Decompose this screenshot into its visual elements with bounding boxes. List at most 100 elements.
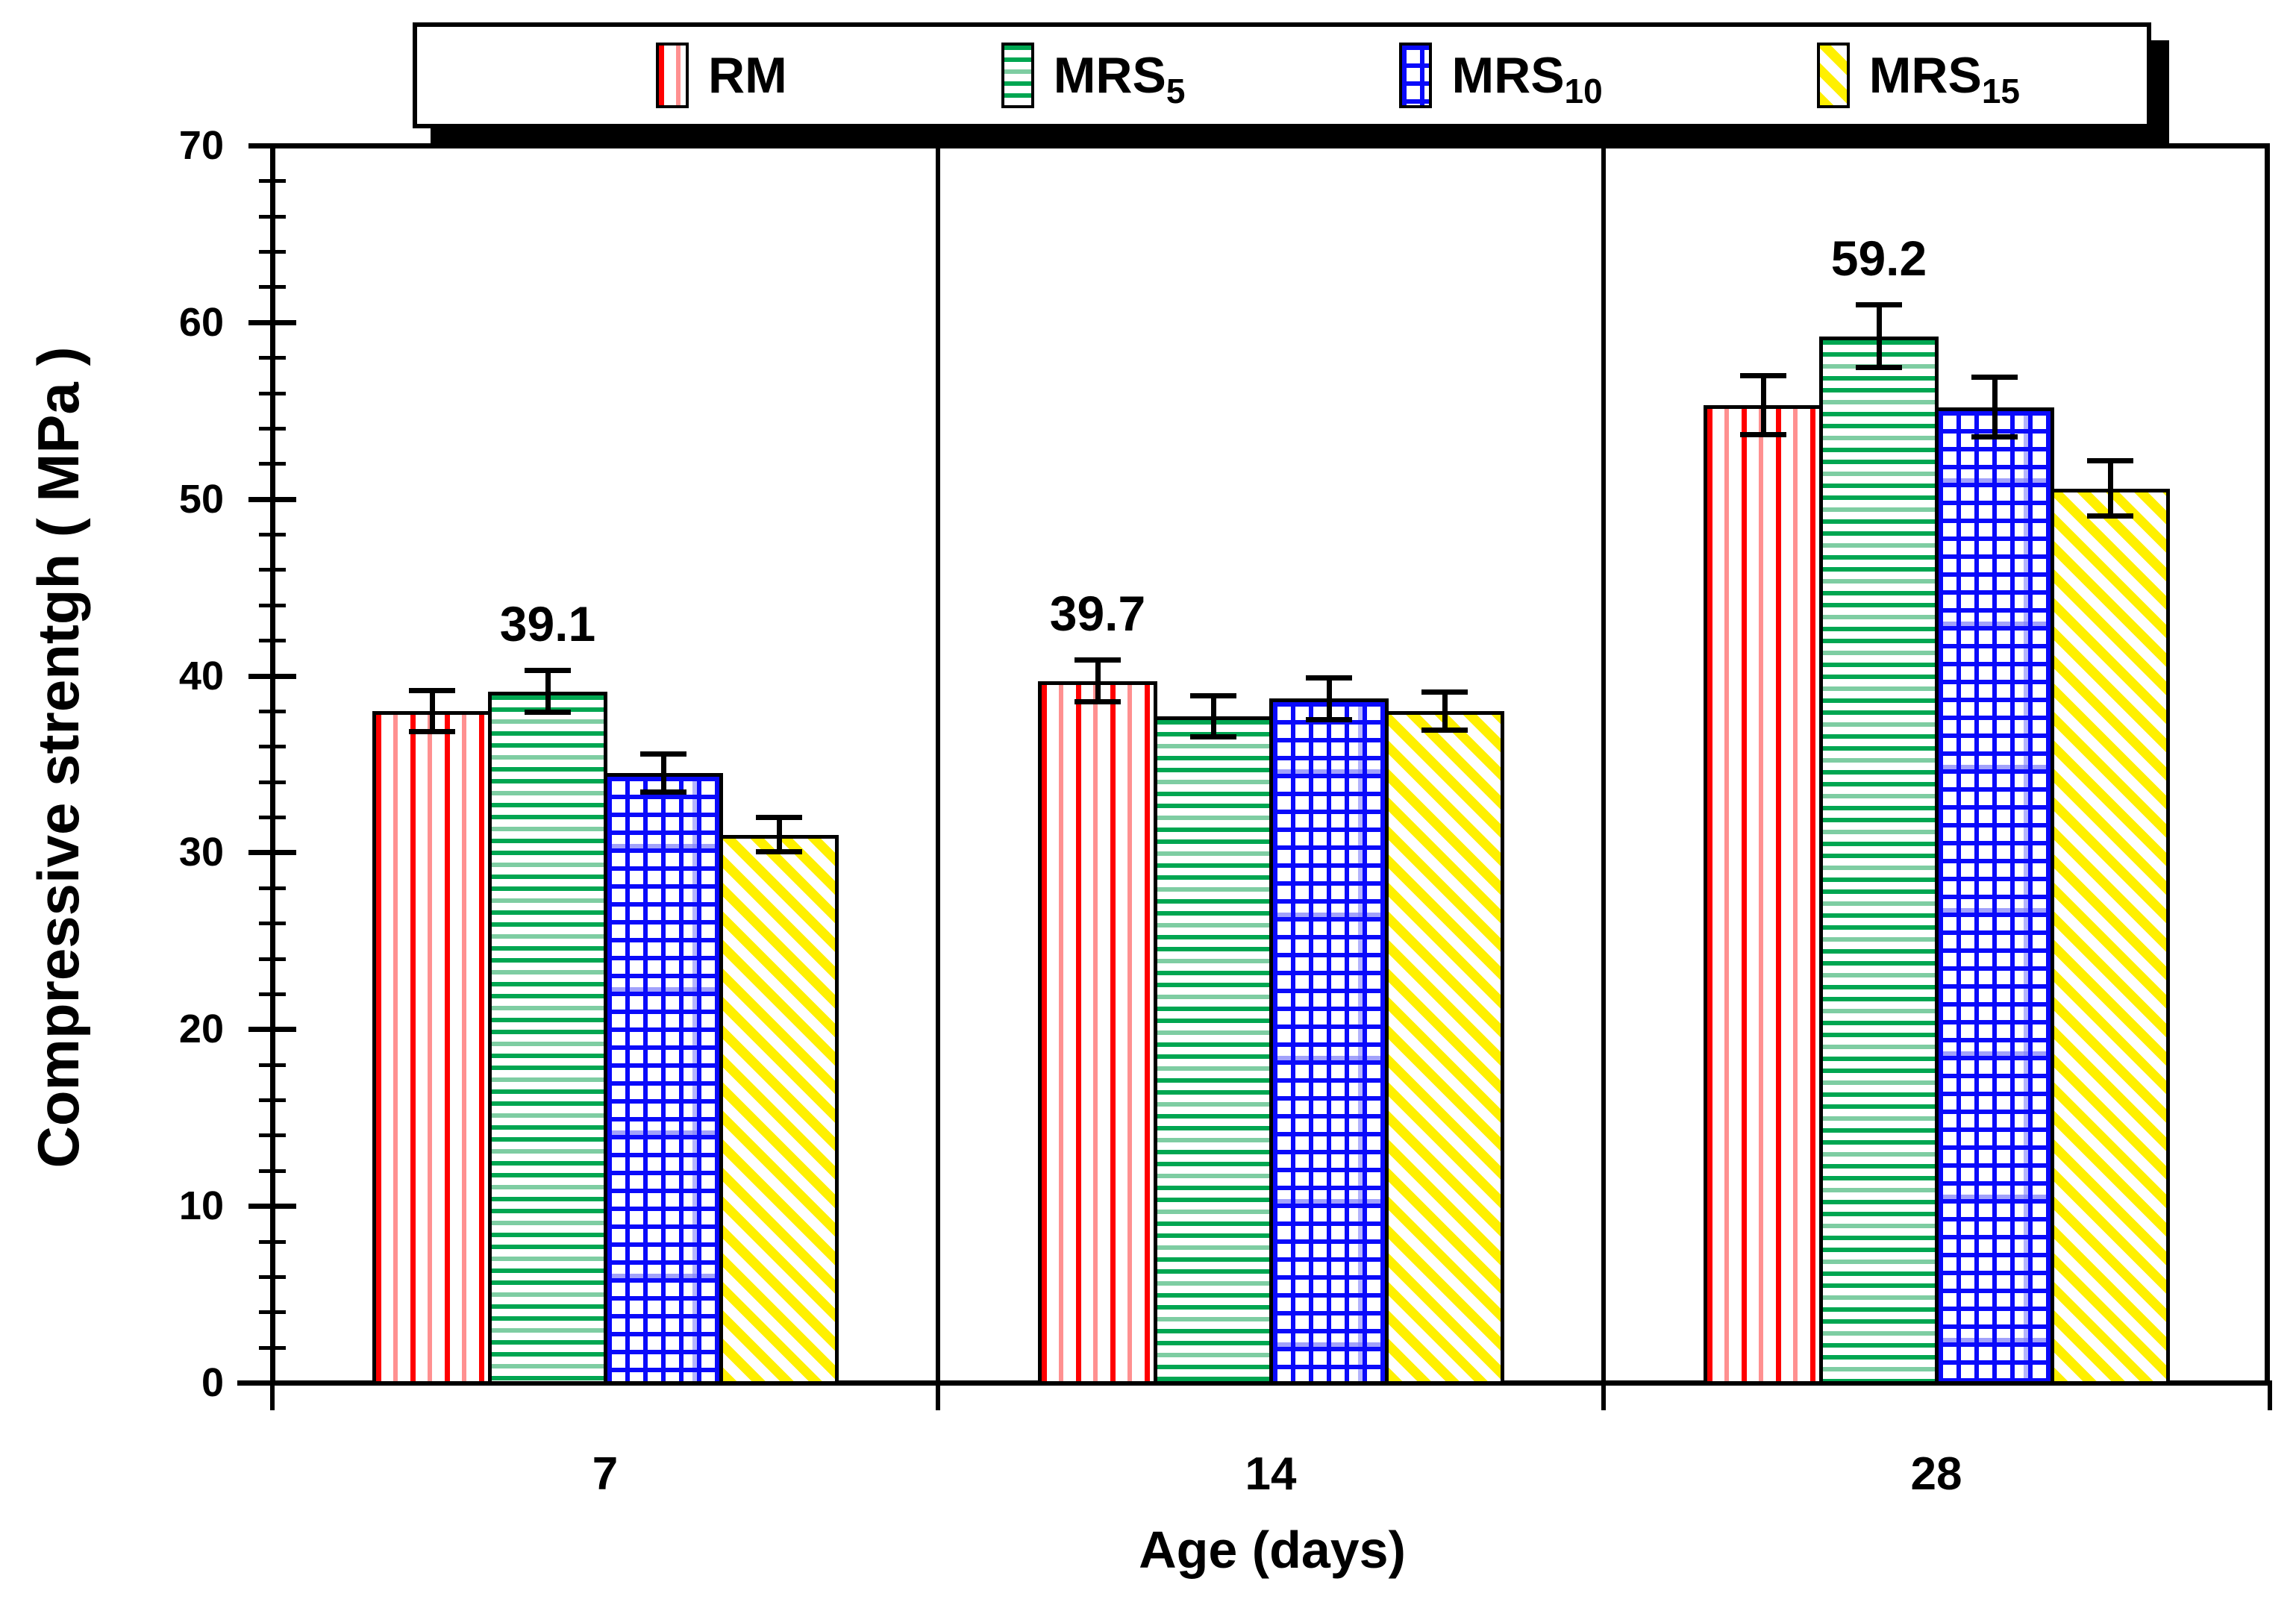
bar-RM-7 bbox=[372, 711, 492, 1385]
bar-MRS15-14 bbox=[1385, 711, 1504, 1385]
error-bar-cap-bottom-MRS10-14 bbox=[1306, 717, 1352, 722]
y-minor-tick-54 bbox=[259, 427, 286, 431]
y-tick-label-10: 10 bbox=[178, 1183, 224, 1228]
error-bar-line-MRS5-7 bbox=[545, 670, 551, 713]
y-minor-tick-42 bbox=[259, 639, 286, 642]
x-tick-label-14: 14 bbox=[1245, 1448, 1297, 1500]
y-minor-tick-64 bbox=[259, 250, 286, 254]
x-boundary-tick-0 bbox=[270, 1380, 275, 1410]
y-minor-tick-66 bbox=[259, 215, 286, 219]
x-tick-label-28: 28 bbox=[1910, 1448, 1962, 1500]
y-minor-tick-2 bbox=[259, 1346, 286, 1350]
error-bar-cap-bottom-MRS15-28 bbox=[2087, 513, 2133, 519]
bar-RM-14 bbox=[1038, 681, 1157, 1385]
error-bar-line-MRS15-7 bbox=[777, 817, 782, 852]
y-tick-label-50: 50 bbox=[178, 477, 224, 522]
y-major-tick-70 bbox=[248, 143, 296, 148]
error-bar-cap-top-MRS5-7 bbox=[525, 668, 571, 673]
error-bar-cap-top-MRS10-7 bbox=[640, 751, 686, 757]
bar-MRS5-28 bbox=[1819, 337, 1939, 1385]
panel-separator-2 bbox=[1601, 148, 1606, 1383]
y-major-tick-50 bbox=[248, 497, 296, 502]
point-label-RM-14: 39.7 bbox=[1049, 586, 1146, 641]
legend-swatch-mrs10-icon bbox=[1399, 43, 1433, 108]
error-bar-cap-top-MRS15-28 bbox=[2087, 458, 2133, 463]
legend-label-mrs10: MRS10 bbox=[1451, 47, 1603, 110]
error-bar-line-MRS10-14 bbox=[1327, 678, 1332, 720]
plot-frame-left bbox=[270, 146, 275, 1386]
y-minor-tick-16 bbox=[259, 1098, 286, 1102]
bar-MRS10-14 bbox=[1269, 698, 1389, 1385]
legend-label-rm: RM bbox=[708, 47, 787, 104]
y-major-tick-40 bbox=[248, 674, 296, 679]
y-minor-tick-52 bbox=[259, 462, 286, 466]
error-bar-cap-bottom-MRS10-28 bbox=[1971, 434, 2018, 439]
error-bar-line-RM-7 bbox=[430, 690, 435, 733]
error-bar-line-MRS10-7 bbox=[661, 754, 666, 792]
point-label-MRS5-7: 39.1 bbox=[499, 596, 596, 651]
x-boundary-tick-3 bbox=[2268, 1380, 2272, 1410]
y-major-tick-60 bbox=[248, 320, 296, 325]
error-bar-line-MRS15-28 bbox=[2108, 460, 2113, 517]
error-bar-cap-bottom-MRS5-14 bbox=[1190, 734, 1236, 739]
legend-label-mrs5: MRS5 bbox=[1053, 47, 1186, 110]
y-minor-tick-68 bbox=[259, 179, 286, 183]
bar-RM-28 bbox=[1704, 405, 1823, 1385]
y-tick-label-40: 40 bbox=[178, 654, 224, 698]
error-bar-cap-bottom-MRS5-7 bbox=[525, 710, 571, 715]
y-minor-tick-44 bbox=[259, 604, 286, 607]
y-minor-tick-4 bbox=[259, 1310, 286, 1314]
legend-swatch-mrs5-icon bbox=[1001, 43, 1034, 108]
bar-MRS10-28 bbox=[1935, 407, 2054, 1385]
error-bar-line-MRS15-14 bbox=[1442, 692, 1448, 731]
error-bar-cap-bottom-MRS15-14 bbox=[1421, 728, 1468, 733]
point-label-MRS5-28: 59.2 bbox=[1830, 231, 1927, 286]
x-axis-title: Age (days) bbox=[1139, 1521, 1406, 1579]
y-minor-tick-62 bbox=[259, 285, 286, 289]
error-bar-cap-top-MRS5-28 bbox=[1856, 302, 1902, 307]
error-bar-line-MRS5-28 bbox=[1877, 304, 1882, 368]
legend-item-mrs10: MRS10 bbox=[1399, 43, 1603, 110]
error-bar-line-MRS10-28 bbox=[1992, 377, 1998, 437]
error-bar-cap-bottom-MRS15-7 bbox=[756, 849, 802, 854]
y-minor-tick-36 bbox=[259, 745, 286, 748]
error-bar-cap-top-MRS10-14 bbox=[1306, 675, 1352, 681]
error-bar-cap-top-MRS5-14 bbox=[1190, 693, 1236, 698]
error-bar-cap-top-RM-7 bbox=[409, 688, 455, 693]
y-major-tick-10 bbox=[248, 1204, 296, 1209]
error-bar-cap-bottom-MRS10-7 bbox=[640, 789, 686, 795]
y-tick-label-0: 0 bbox=[201, 1360, 224, 1405]
y-minor-tick-46 bbox=[259, 568, 286, 572]
plot-frame-top bbox=[251, 143, 2270, 148]
y-minor-tick-12 bbox=[259, 1169, 286, 1173]
legend-item-mrs5: MRS5 bbox=[1001, 43, 1186, 110]
y-minor-tick-58 bbox=[259, 356, 286, 360]
error-bar-cap-top-MRS15-7 bbox=[756, 815, 802, 820]
bar-MRS15-28 bbox=[2051, 489, 2170, 1385]
y-minor-tick-22 bbox=[259, 992, 286, 996]
error-bar-line-RM-14 bbox=[1095, 660, 1101, 702]
x-boundary-tick-2 bbox=[1601, 1380, 1606, 1410]
error-bar-line-RM-28 bbox=[1761, 375, 1766, 436]
error-bar-cap-bottom-MRS5-28 bbox=[1856, 365, 1902, 370]
bar-MRS10-7 bbox=[604, 773, 723, 1385]
bar-MRS5-7 bbox=[488, 692, 607, 1385]
y-tick-label-30: 30 bbox=[178, 830, 224, 875]
error-bar-cap-top-MRS10-28 bbox=[1971, 375, 2018, 380]
plot-frame-right bbox=[2265, 146, 2270, 1386]
y-major-tick-20 bbox=[248, 1027, 296, 1032]
y-minor-tick-26 bbox=[259, 922, 286, 925]
error-bar-line-MRS5-14 bbox=[1211, 695, 1216, 738]
y-major-tick-30 bbox=[248, 850, 296, 855]
bar-MRS15-7 bbox=[719, 835, 839, 1385]
x-tick-label-7: 7 bbox=[592, 1448, 619, 1500]
legend: RM MRS5 MRS10 MRS15 bbox=[413, 22, 2151, 128]
y-minor-tick-8 bbox=[259, 1240, 286, 1244]
y-minor-tick-6 bbox=[259, 1275, 286, 1279]
error-bar-cap-top-RM-28 bbox=[1740, 373, 1786, 378]
y-minor-tick-24 bbox=[259, 957, 286, 961]
error-bar-cap-bottom-RM-28 bbox=[1740, 432, 1786, 437]
y-minor-tick-28 bbox=[259, 886, 286, 890]
legend-swatch-rm-icon bbox=[656, 43, 689, 108]
